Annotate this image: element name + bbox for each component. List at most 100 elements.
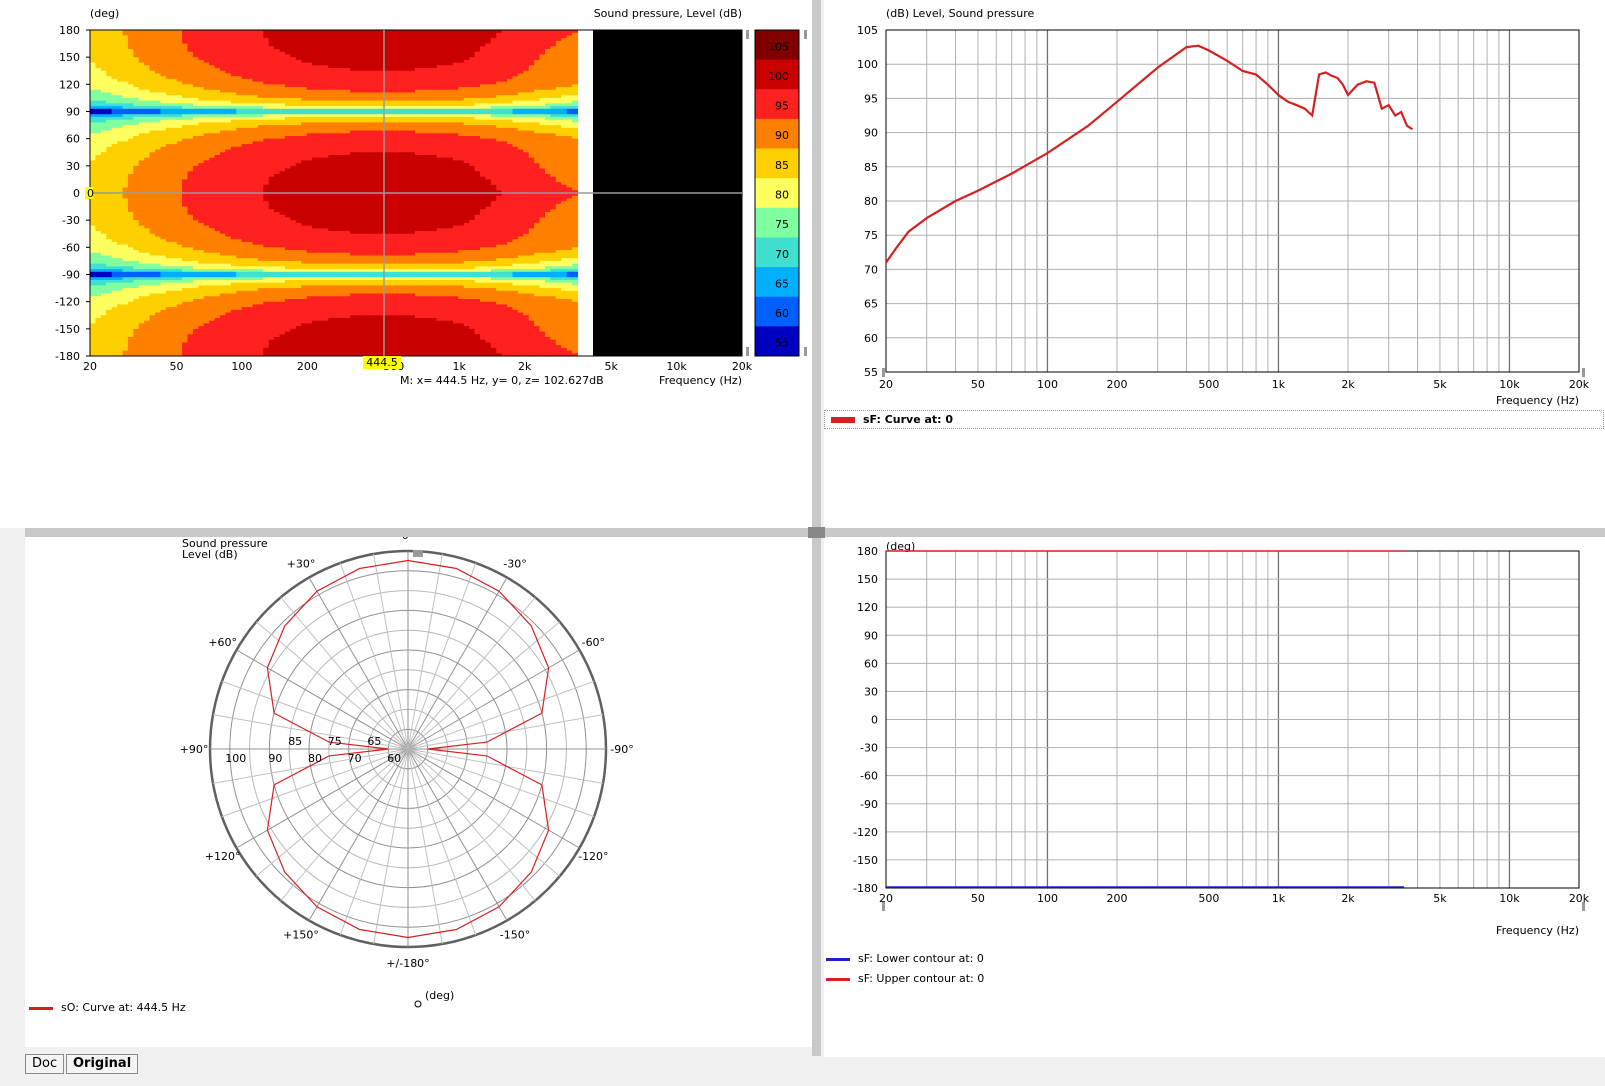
heatmap-cell (122, 59, 129, 64)
heatmap-cell (106, 125, 113, 129)
heatmap-cell (187, 193, 194, 197)
heatmap-cell (247, 336, 254, 341)
heatmap-cell (263, 323, 270, 327)
heatmap-cell (106, 260, 113, 265)
heatmap-cell (198, 32, 205, 37)
heatmap-cell (100, 193, 107, 197)
heatmap-cell (90, 353, 97, 356)
heatmap-cell (301, 255, 308, 259)
heatmap-cell (279, 220, 286, 224)
heatmap-cell (100, 260, 107, 265)
heatmap-cell (247, 176, 254, 181)
heatmap-cell (274, 160, 281, 164)
heatmap-cell (149, 263, 156, 267)
heatmap-cell (241, 209, 248, 213)
heatmap-cell (138, 334, 145, 338)
heatmap-cell (290, 152, 297, 156)
heatmap-cell (203, 160, 210, 164)
heatmap-cell (290, 228, 297, 232)
heatmap-cell (274, 326, 281, 330)
heatmap-cell (257, 114, 264, 118)
heatmap-cell (111, 193, 118, 197)
heatmap-cell (274, 195, 281, 200)
heatmap-cell (247, 32, 254, 37)
heatmap-cell (274, 331, 281, 335)
heatmap-cell (295, 250, 302, 254)
heatmap-cell (257, 331, 264, 335)
heatmap-cell (117, 282, 124, 286)
heatmap-cell (122, 307, 129, 311)
heatmap-cell (230, 54, 237, 58)
heatmap-cell (187, 288, 194, 292)
heatmap-cell (117, 100, 124, 104)
heatmap-cell (241, 220, 248, 224)
heatmap-cell (117, 127, 124, 132)
heatmap-cell (284, 130, 292, 134)
heatmap-cell (106, 274, 113, 278)
heatmap-cell (127, 35, 134, 39)
heatmap-cell (187, 70, 194, 75)
heatmap-cell (290, 317, 297, 322)
heatmap-cell (187, 301, 194, 305)
heatmap-cell (214, 307, 221, 311)
heatmap-cell (198, 59, 205, 64)
heatmap-cell (198, 68, 205, 72)
heatmap-cell (117, 206, 124, 210)
heatmap-cell (247, 345, 254, 349)
heatmap-cell (263, 309, 270, 314)
heatmap-cell (192, 323, 199, 327)
heatmap-cell (279, 228, 286, 232)
heatmap-cell (160, 336, 167, 341)
heatmap-cell (149, 282, 156, 286)
heatmap-cell (127, 38, 134, 42)
heatmap-cell (257, 133, 264, 137)
heatmap-cell (203, 97, 210, 102)
heatmap-cell (117, 62, 124, 66)
heatmap-cell (230, 228, 237, 232)
heatmap-cell (182, 323, 189, 327)
heatmap-cell (290, 269, 297, 273)
heatmap-cell (219, 222, 227, 227)
heatmap-cell (111, 317, 118, 322)
heatmap-cell (301, 119, 308, 123)
heatmap-cell (263, 203, 270, 208)
heatmap-cell (290, 146, 297, 151)
heatmap-cell (252, 336, 259, 341)
heatmap-chart[interactable]: (deg) Sound pressure, Level (dB) 1801501… (0, 0, 812, 400)
heatmap-cell (295, 193, 302, 197)
heatmap-cell (176, 209, 183, 213)
heatmap-cell (122, 288, 129, 292)
heatmap-cell (209, 171, 216, 175)
heatmap-cell (160, 250, 167, 254)
heatmap-cell (214, 54, 221, 58)
heatmap-cell (230, 32, 237, 37)
heatmap-cell (95, 152, 102, 156)
heatmap-cell (301, 59, 308, 64)
heatmap-cell (209, 54, 216, 58)
heatmap-cell (111, 144, 118, 148)
heatmap-cell (154, 255, 162, 259)
heatmap-cell (144, 304, 151, 308)
heatmap-cell (192, 198, 199, 202)
heatmap-cell (203, 59, 210, 64)
heatmap-cell (154, 222, 162, 227)
heatmap-cell (111, 95, 118, 99)
heatmap-cell (117, 46, 124, 50)
heatmap-cell (133, 331, 140, 335)
heatmap-cell (225, 315, 232, 319)
heatmap-cell (301, 114, 308, 118)
heatmap-cell (214, 279, 221, 284)
heatmap-cell (122, 116, 129, 121)
heatmap-cell (198, 176, 205, 181)
heatmap-cell (252, 241, 259, 246)
heatmap-cell (236, 168, 243, 172)
heatmap-cell (236, 241, 243, 246)
heatmap-cell (274, 168, 281, 172)
heatmap-cell (165, 81, 172, 85)
heatmap-cell (279, 266, 286, 270)
heatmap-cell (127, 95, 134, 99)
heatmap-cell (214, 157, 221, 161)
heatmap-cell (203, 198, 210, 202)
heatmap-cell (100, 279, 107, 284)
heatmap-cell (95, 260, 102, 265)
